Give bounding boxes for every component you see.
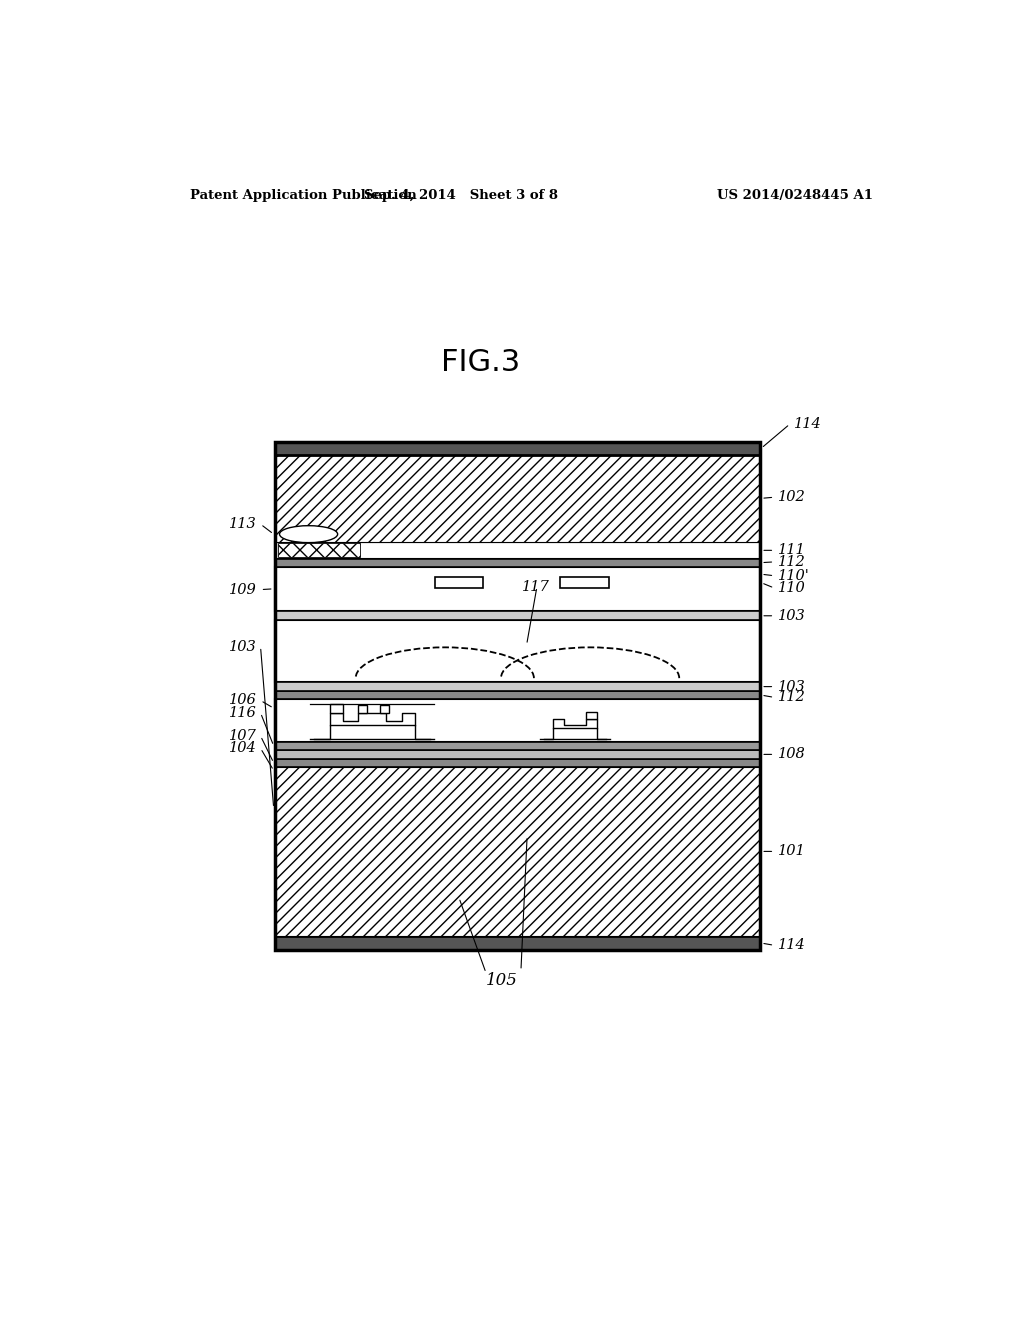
Bar	[275, 767, 760, 936]
Text: 106: 106	[229, 693, 257, 708]
Text: 104: 104	[229, 742, 257, 755]
Text: US 2014/0248445 A1: US 2014/0248445 A1	[717, 189, 873, 202]
Text: 114: 114	[794, 417, 821, 432]
Bar	[275, 682, 760, 692]
Bar	[275, 543, 760, 558]
Bar	[560, 577, 608, 589]
Text: 103: 103	[229, 640, 257, 653]
Bar	[275, 936, 760, 950]
Text: 103: 103	[778, 609, 806, 623]
Text: 108: 108	[778, 747, 806, 762]
Bar	[275, 750, 760, 759]
Bar	[275, 558, 760, 566]
Bar	[330, 704, 343, 713]
Text: 109: 109	[229, 582, 257, 597]
Text: 112: 112	[778, 690, 806, 705]
Text: Sep. 4, 2014   Sheet 3 of 8: Sep. 4, 2014 Sheet 3 of 8	[365, 189, 558, 202]
Text: 110: 110	[778, 581, 806, 595]
Bar	[380, 705, 389, 713]
Text: 113: 113	[229, 517, 257, 531]
Bar	[275, 620, 760, 682]
Text: FIG.3: FIG.3	[441, 348, 520, 378]
Text: 110': 110'	[778, 569, 810, 582]
Text: 107: 107	[229, 729, 257, 743]
Bar	[275, 611, 760, 620]
Text: 114: 114	[778, 939, 806, 952]
Bar	[275, 566, 760, 611]
Bar	[275, 742, 760, 750]
Bar	[358, 705, 368, 713]
Text: 117: 117	[521, 579, 550, 594]
Bar	[275, 700, 760, 742]
Ellipse shape	[280, 525, 338, 543]
Text: 105: 105	[485, 973, 517, 989]
Bar	[275, 759, 760, 767]
Text: 103: 103	[778, 680, 806, 693]
Text: Patent Application Publication: Patent Application Publication	[190, 189, 417, 202]
Bar	[586, 711, 597, 719]
Bar	[275, 442, 760, 455]
Bar	[435, 577, 483, 589]
Bar	[275, 692, 760, 700]
Text: 102: 102	[778, 490, 806, 504]
Text: 112: 112	[778, 554, 806, 569]
Bar	[275, 442, 760, 950]
Bar	[275, 455, 760, 543]
Text: 101: 101	[778, 845, 806, 858]
Text: 116: 116	[229, 706, 257, 719]
Text: 111: 111	[778, 544, 806, 557]
Bar	[278, 544, 359, 557]
